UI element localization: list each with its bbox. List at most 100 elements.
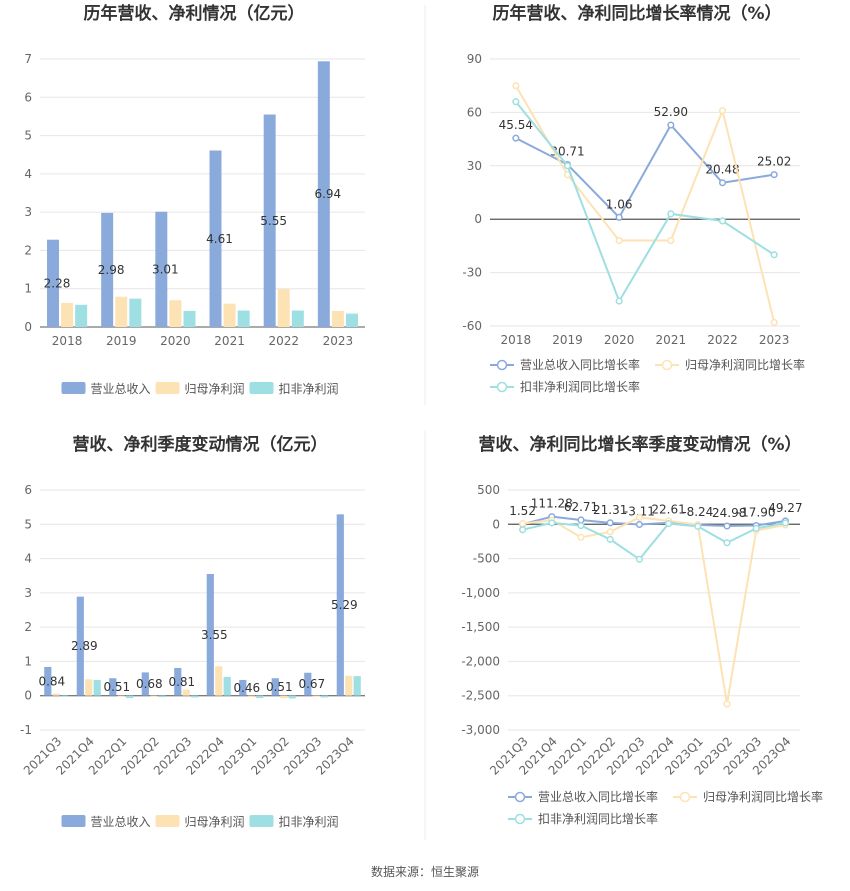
chart2-point: [667, 237, 675, 245]
chart4-point: [723, 700, 731, 708]
chart3-bar-deducted: [353, 676, 361, 696]
chart2-series-line-2: [514, 85, 776, 323]
chart1-bar-revenue: [317, 61, 330, 327]
chart4-point: [548, 519, 556, 527]
chart1-legend-swatch: [61, 382, 86, 394]
chart3-legend-swatch: [249, 815, 274, 827]
chart2-point: [667, 121, 675, 129]
chart2-point: [770, 251, 778, 259]
chart2-x-tick: 2018: [501, 333, 532, 347]
chart4-point: [606, 519, 614, 527]
chart3-bar-netprofit: [182, 689, 190, 696]
chart2-legend-marker: [496, 359, 508, 371]
chart2-data-label: 20.48: [705, 163, 739, 177]
chart4-point: [723, 522, 731, 530]
chart2-y-tick: -60: [462, 319, 482, 333]
chart1-title: 历年营收、净利情况（亿元）: [84, 3, 305, 24]
chart1-bar-revenue: [209, 150, 222, 327]
chart3-data-label: 0.51: [103, 680, 130, 694]
chart3-data-label: 0.81: [168, 675, 195, 689]
chart2-y-tick: 30: [467, 159, 482, 173]
chart1-bar-netprofit: [331, 310, 344, 327]
chart4-point: [781, 519, 789, 527]
chart2-legend-marker: [661, 359, 673, 371]
chart3-bar-revenue: [239, 679, 247, 696]
chart2-legend-marker: [496, 381, 508, 393]
chart4-y-tick: -500: [473, 552, 500, 566]
chart1-legend-label: 营业总收入: [91, 382, 151, 396]
chart1-bar-netprofit: [223, 303, 236, 327]
chart1-x-tick: 2021: [214, 334, 245, 348]
chart1-y-tick: 4: [24, 167, 32, 181]
chart3-bar-deducted: [256, 695, 264, 699]
chart2-data-label: 45.54: [499, 118, 533, 132]
chart1-y-tick: 1: [24, 282, 32, 296]
chart2-data-label: 52.90: [654, 105, 688, 119]
chart3-bar-deducted: [223, 676, 231, 696]
chart4-y-tick: -2,000: [461, 654, 500, 668]
chart3-bar-deducted: [158, 695, 166, 698]
chart1-y-tick: 6: [24, 90, 32, 104]
chart4-point: [606, 535, 614, 543]
chart3-bar-netprofit: [247, 695, 255, 698]
chart1-data-label: 4.61: [206, 232, 233, 246]
chart2-y-tick: 0: [474, 212, 482, 226]
chart4-legend-marker: [679, 791, 691, 803]
chart3-data-label: 5.29: [331, 598, 358, 612]
chart4-y-tick: -3,000: [461, 723, 500, 737]
chart3-bar-deducted: [93, 679, 101, 696]
chart4-point: [519, 526, 527, 534]
chart2-point: [615, 213, 623, 221]
chart3-bar-revenue: [271, 678, 279, 696]
chart4-point: [606, 528, 614, 536]
chart3-bar-netprofit: [280, 695, 288, 699]
chart1-data-label: 5.55: [260, 214, 287, 228]
chart3-y-tick: 4: [24, 552, 32, 566]
chart1-data-label: 2.28: [44, 276, 71, 290]
chart4-series-line-1: [522, 515, 786, 527]
chart1-y-tick: 5: [24, 129, 32, 143]
chart1-bar-deducted: [291, 310, 304, 327]
chart2-point: [718, 179, 727, 187]
chart2-legend-label: 扣非净利润同比增长率: [520, 379, 640, 394]
chart4-y-tick: -2,500: [461, 689, 500, 703]
chart4-data-label: 21.31: [593, 503, 627, 517]
chart3-data-label: 3.55: [201, 628, 228, 642]
chart1-x-tick: 2018: [52, 334, 83, 348]
chart3-bar-revenue: [304, 672, 312, 696]
chart3-bar-deducted: [288, 695, 296, 699]
chart4-data-label: 49.27: [768, 501, 802, 515]
chart2-legend-label: 归母净利润同比增长率: [685, 357, 805, 372]
chart2-x-tick: 2020: [604, 333, 635, 347]
chart1-bar-revenue: [101, 212, 114, 327]
chart2-x-tick: 2023: [759, 333, 790, 347]
chart4-data-label: -8.24: [682, 505, 713, 519]
chart2-point: [512, 98, 520, 106]
chart2-x-tick: 2022: [707, 333, 738, 347]
chart3-bar-deducted: [191, 695, 199, 698]
chart2-y-tick: -30: [462, 266, 482, 280]
chart2-point: [563, 162, 572, 170]
chart3-bar-netprofit: [215, 666, 223, 696]
chart3-title: 营收、净利季度变动情况（亿元）: [73, 434, 328, 455]
chart2-point: [770, 171, 778, 179]
chart3-bar-deducted: [61, 695, 69, 697]
chart1-bar-netprofit: [115, 296, 128, 327]
chart4-point: [635, 520, 643, 529]
chart3-bar-revenue: [76, 596, 84, 696]
chart4-data-label: -24.98: [708, 506, 747, 520]
chart2-data-label: 1.06: [606, 197, 633, 211]
chart4-data-label: 62.71: [564, 500, 598, 514]
chart4-series-line-2: [522, 516, 786, 705]
chart3-data-label: 0.46: [233, 681, 260, 695]
chart1-y-tick: 0: [24, 320, 32, 334]
chart1-bar-deducted: [75, 304, 88, 327]
chart2-point: [667, 210, 675, 218]
chart3-y-tick: 1: [24, 654, 32, 668]
chart3-y-tick: 6: [24, 483, 32, 497]
chart4-data-label: 22.61: [651, 503, 685, 517]
chart3-legend-swatch: [155, 815, 180, 827]
chart4-legend-label: 营业总收入同比增长率: [538, 789, 658, 804]
data-source: 数据来源：恒生聚源: [371, 864, 479, 879]
